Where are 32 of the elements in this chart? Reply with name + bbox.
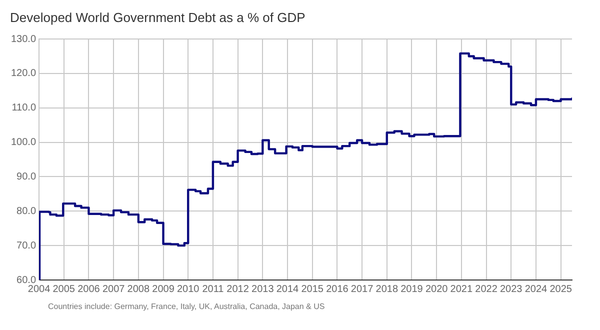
x-tick-label: 2024 xyxy=(524,284,548,295)
x-tick-label: 2021 xyxy=(450,284,473,295)
x-tick-label: 2014 xyxy=(276,284,300,295)
x-tick-label: 2008 xyxy=(127,284,150,295)
y-tick-label: 120.0 xyxy=(10,68,36,80)
chart-title: Developed World Government Debt as a % of GDP xyxy=(9,9,306,27)
x-tick-label: 2022 xyxy=(475,284,498,295)
x-tick-label: 2018 xyxy=(376,284,398,295)
y-tick-label: 110.0 xyxy=(12,102,36,114)
x-tick-label: 2012 xyxy=(226,284,250,295)
x-tick-label: 2009 xyxy=(152,284,175,295)
x-tick-label: 2011 xyxy=(202,284,224,295)
y-tick-label: 130.0 xyxy=(10,34,36,45)
x-tick-label: 2007 xyxy=(102,284,126,295)
x-tick-label: 2006 xyxy=(78,284,100,295)
x-tick-label: 2017 xyxy=(350,284,374,295)
x-tick-label: 2015 xyxy=(301,284,324,295)
text: Countries include: Germany, France, Italy, UK, Australia, Canada, Japan & US xyxy=(47,302,326,311)
x-tick-label: 2023 xyxy=(500,284,523,295)
x-tick-label: 2004 xyxy=(28,284,51,295)
x-tick-label: 2010 xyxy=(176,284,200,295)
y-tick-label: 100.0 xyxy=(10,137,36,148)
y-tick-label: 60.0 xyxy=(16,274,36,286)
x-tick-label: 2005 xyxy=(52,284,76,295)
y-tick-label: 80.0 xyxy=(16,206,36,217)
y-tick-label: 90.0 xyxy=(16,171,36,182)
x-tick-label: 2020 xyxy=(425,284,448,295)
x-tick-label: 2019 xyxy=(400,284,424,295)
x-tick-label: 2016 xyxy=(326,284,349,295)
x-tick-label: 2025 xyxy=(550,284,572,295)
y-tick-label: 70.0 xyxy=(16,240,36,252)
x-tick-label: 2013 xyxy=(252,284,274,295)
